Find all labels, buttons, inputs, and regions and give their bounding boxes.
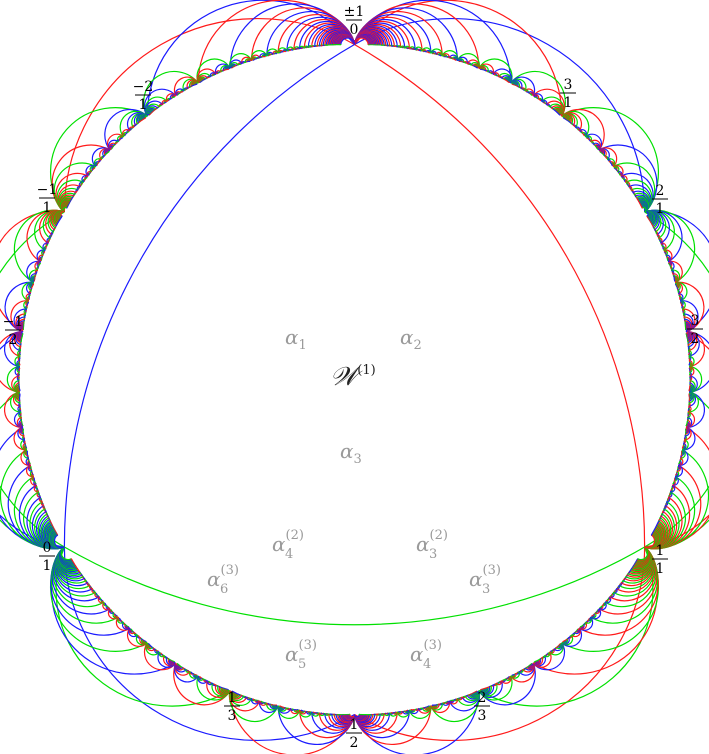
geodesic	[340, 37, 356, 45]
geodesic	[173, 662, 231, 706]
geodesic	[354, 546, 646, 741]
geodesic	[637, 546, 649, 561]
geodesic	[63, 43, 355, 548]
geodesic	[478, 546, 654, 707]
geodesic	[644, 534, 656, 549]
geodesic	[63, 18, 355, 213]
geodesic	[55, 546, 231, 707]
geodesic	[0, 211, 65, 548]
geodesic	[63, 546, 355, 741]
geodesic	[478, 662, 536, 706]
geodesic	[60, 546, 72, 561]
geodesic	[64, 546, 645, 626]
geodesic	[605, 157, 608, 160]
geodesic	[510, 70, 566, 117]
geodesic	[644, 211, 709, 548]
geodesic	[354, 43, 646, 548]
geodesic	[354, 18, 646, 213]
geodesic	[353, 37, 369, 45]
geodesic	[686, 331, 709, 393]
geodesic	[143, 70, 199, 117]
